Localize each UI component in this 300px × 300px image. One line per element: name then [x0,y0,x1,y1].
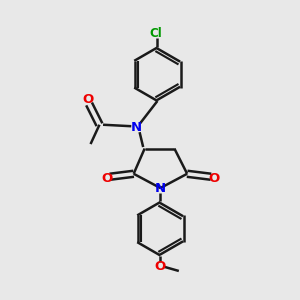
Text: O: O [101,172,112,185]
Text: O: O [208,172,220,185]
Text: Cl: Cl [150,27,162,40]
Text: O: O [155,260,166,273]
Text: O: O [82,93,93,106]
Text: N: N [155,182,166,194]
Text: N: N [131,121,142,134]
